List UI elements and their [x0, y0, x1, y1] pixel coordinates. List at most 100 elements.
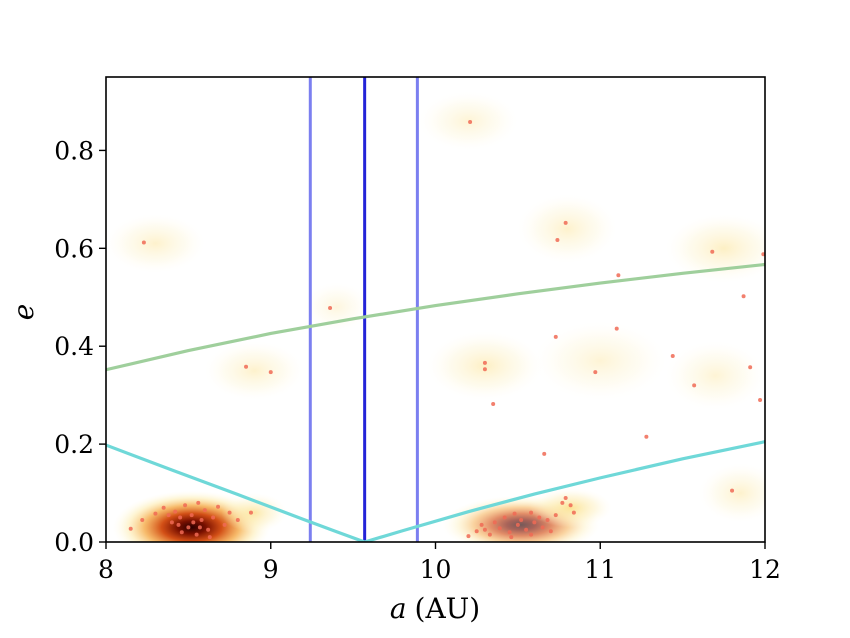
- scatter-point-24: [128, 526, 133, 531]
- scatter-point-69: [548, 529, 553, 534]
- scatter-point-8: [555, 237, 560, 242]
- density-blob-6: [517, 194, 617, 263]
- scatter-point-7: [491, 401, 496, 406]
- scatter-point-36: [199, 517, 204, 522]
- plot-background: [106, 77, 765, 542]
- density-blob-3: [221, 493, 288, 533]
- y-tick-label-4: 0.8: [54, 136, 94, 165]
- scatter-point-59: [507, 530, 512, 535]
- scatter-point-20: [758, 398, 763, 403]
- scatter-point-13: [741, 294, 746, 299]
- scatter-point-46: [191, 520, 196, 525]
- scatter-point-54: [482, 527, 487, 532]
- scatter-point-35: [196, 500, 201, 505]
- scatter-point-68: [545, 517, 550, 522]
- density-blob-7: [666, 214, 765, 283]
- scatter-point-12: [761, 252, 765, 257]
- scatter-point-55: [487, 532, 492, 537]
- scatter-point-56: [492, 520, 497, 525]
- scatter-point-4: [268, 370, 273, 375]
- scatter-point-30: [178, 515, 183, 520]
- scatter-point-44: [248, 510, 253, 515]
- scatter-points: [128, 120, 765, 540]
- y-tick-label-1: 0.2: [54, 430, 94, 459]
- density-blob-13: [303, 282, 370, 332]
- scatter-point-15: [614, 326, 619, 331]
- scatter-point-45: [179, 530, 184, 535]
- density-blob-8: [427, 331, 543, 401]
- scatter-point-26: [153, 511, 158, 516]
- scatter-point-16: [593, 370, 598, 375]
- density-blob-2: [529, 488, 612, 528]
- scatter-point-48: [176, 522, 181, 527]
- curves: [106, 262, 765, 542]
- scatter-point-38: [206, 527, 211, 532]
- x-tick-label-1: 9: [263, 555, 279, 584]
- scatter-point-6: [482, 367, 487, 372]
- scatter-point-11: [710, 249, 715, 254]
- scatter-point-40: [216, 504, 221, 509]
- scatter-point-18: [692, 383, 697, 388]
- scatter-point-64: [529, 510, 534, 515]
- x-tick-label-3: 11: [584, 555, 616, 584]
- scatter-point-53: [479, 522, 484, 527]
- scatter-point-49: [166, 513, 171, 518]
- scatter-point-5: [482, 360, 487, 365]
- scatter-point-23: [730, 488, 735, 493]
- scatter-point-21: [644, 434, 649, 439]
- scatter-point-74: [571, 510, 576, 515]
- x-axis-unit: (AU): [415, 592, 481, 625]
- scatter-point-47: [197, 525, 202, 530]
- scatter-point-50: [207, 535, 212, 540]
- scatter-point-32: [186, 525, 191, 530]
- scatter-point-27: [161, 505, 166, 510]
- scatter-point-60: [512, 511, 517, 516]
- density-blob-12: [699, 463, 765, 523]
- scatter-point-2: [328, 306, 333, 311]
- scatter-point-25: [140, 517, 145, 522]
- scatter-point-28: [169, 520, 174, 525]
- scatter-point-33: [189, 513, 194, 518]
- y-tick-label-3: 0.6: [54, 234, 94, 263]
- x-axis-ticks: 8 9 10 11 12: [98, 542, 781, 584]
- x-axis-variable: a: [390, 592, 407, 625]
- scatter-point-37: [202, 508, 207, 513]
- scatter-point-17: [670, 354, 675, 358]
- scatter-point-39: [211, 515, 216, 520]
- scatter-point-31: [183, 503, 188, 508]
- scatter-point-72: [563, 495, 568, 500]
- scatter-point-71: [560, 500, 565, 505]
- density-blob-11: [666, 341, 765, 410]
- scatter-point-41: [222, 522, 227, 527]
- scatter-point-34: [194, 532, 199, 537]
- y-tick-label-2: 0.4: [54, 332, 94, 361]
- scatter-point-73: [568, 503, 573, 508]
- y-axis-title: e: [7, 304, 40, 321]
- scatter-point-51: [466, 534, 471, 539]
- scatter-point-42: [227, 510, 232, 515]
- scatter-point-1: [468, 120, 473, 125]
- scatter-point-0: [141, 240, 146, 245]
- scatter-point-52: [474, 529, 479, 534]
- scatter-point-3: [244, 364, 249, 369]
- curve-lower: [106, 440, 765, 542]
- scatter-point-63: [524, 527, 529, 532]
- scatter-point-22: [542, 451, 547, 456]
- scatter-point-66: [537, 515, 542, 520]
- y-tick-label-0: 0.0: [54, 528, 94, 557]
- scatter-point-43: [235, 517, 240, 522]
- y-axis-ticks: 0.0 0.2 0.4 0.6 0.8: [54, 136, 106, 557]
- scatter-point-62: [519, 517, 524, 522]
- scatter-point-76: [529, 532, 534, 537]
- x-axis-title: a (AU): [390, 592, 480, 625]
- density-blob-9: [204, 341, 304, 401]
- x-tick-label-0: 8: [98, 555, 114, 584]
- scatter-point-29: [173, 509, 178, 514]
- scatter-point-9: [563, 220, 568, 225]
- x-tick-label-4: 12: [749, 555, 781, 584]
- scatter-point-75: [509, 535, 514, 540]
- scatter-point-61: [515, 522, 520, 527]
- curve-upper: [106, 262, 765, 372]
- scatter-point-19: [748, 365, 753, 370]
